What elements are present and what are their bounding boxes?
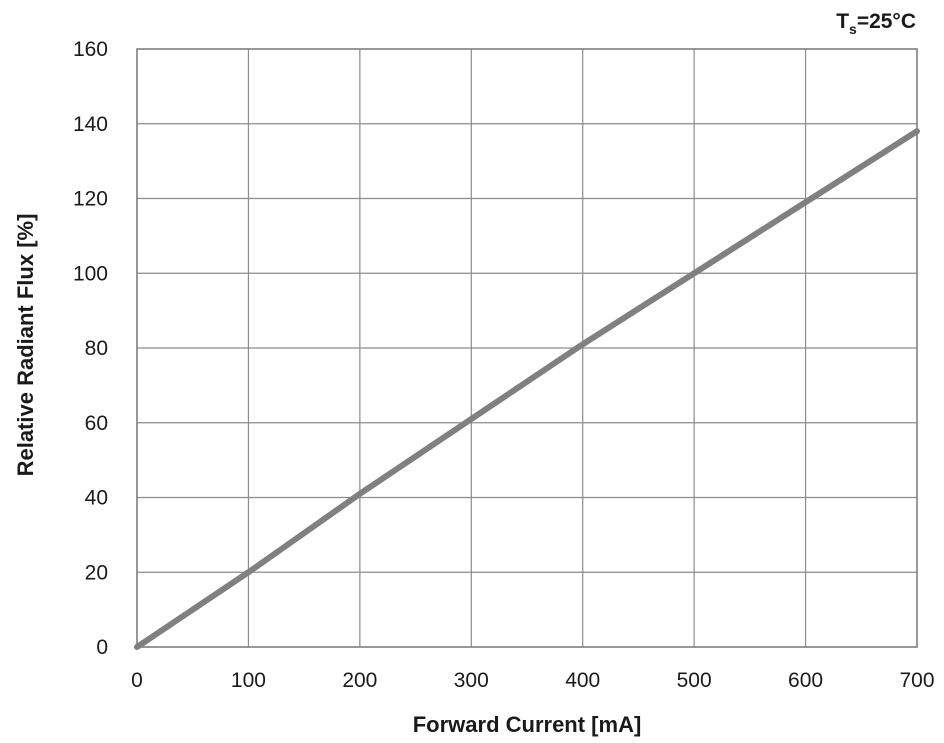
y-tick-label: 120 xyxy=(73,188,108,211)
y-tick-label: 20 xyxy=(85,561,108,584)
grid xyxy=(136,48,918,648)
y-tick-label: 0 xyxy=(96,636,108,659)
x-tick-label: 300 xyxy=(454,669,489,692)
series-group xyxy=(134,128,920,650)
x-tick-label: 100 xyxy=(231,669,266,692)
x-tick-label: 400 xyxy=(565,669,600,692)
y-tick-label: 100 xyxy=(73,262,108,285)
series-line xyxy=(134,128,920,650)
x-tick-label: 600 xyxy=(788,669,823,692)
plot-frame xyxy=(136,48,918,648)
y-tick-label: 60 xyxy=(85,412,108,435)
temperature-annotation: Ts=25°C xyxy=(836,10,916,37)
x-tick-label: 200 xyxy=(342,669,377,692)
y-tick-label: 80 xyxy=(85,337,108,360)
y-tick-label: 140 xyxy=(73,113,108,136)
x-tick-labels: 0 100 200 300 400 500 600 700 xyxy=(131,669,934,692)
x-tick-label: 500 xyxy=(677,669,712,692)
y-tick-label: 40 xyxy=(85,487,108,510)
x-tick-label: 0 xyxy=(131,669,143,692)
annotation-main: T xyxy=(836,10,849,33)
y-axis-title: Relative Radiant Flux [%] xyxy=(13,214,38,477)
annotation-rest: =25°C xyxy=(857,10,916,33)
x-tick-label: 700 xyxy=(899,669,934,692)
annotation-subscript: s xyxy=(849,21,857,37)
y-tick-labels: 0 20 40 60 80 100 120 140 160 xyxy=(73,38,108,659)
x-axis-title: Forward Current [mA] xyxy=(413,712,642,737)
y-tick-label: 160 xyxy=(73,38,108,61)
